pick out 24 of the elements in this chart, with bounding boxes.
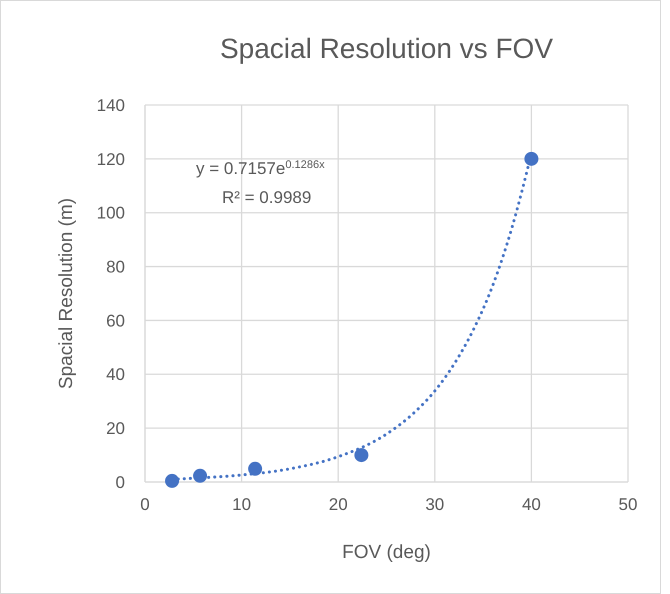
point (354, 448, 368, 462)
point (524, 152, 538, 166)
annotation: R² = 0.9989 (222, 188, 312, 207)
annotation: y = 0.7157e$^{0.1286x}$ (196, 159, 326, 178)
y-tick-label: 40 (106, 365, 125, 384)
y-tick-label: 60 (106, 311, 125, 330)
x-tick-label: 50 (618, 495, 638, 514)
x-tick-label: 40 (522, 495, 541, 514)
x-tick-label: 20 (328, 495, 348, 514)
y-tick-label: 20 (106, 419, 125, 438)
y-tick-label: 140 (96, 96, 125, 115)
y-axis-title: Spacial Resolution (m) (56, 198, 77, 390)
y-tick-label: 0 (116, 472, 125, 492)
x-tick-label: 30 (425, 495, 444, 514)
chart-title: Spacial Resolution vs FOV (220, 33, 554, 64)
x-tick-label: 10 (232, 495, 252, 514)
point (193, 468, 208, 483)
y-tick-label: 80 (106, 258, 125, 277)
x-tick-label: 0 (140, 495, 150, 514)
point (165, 474, 180, 488)
x-axis-title: FOV (deg) (342, 542, 431, 563)
y-tick-label: 100 (96, 204, 125, 223)
point (248, 462, 262, 476)
y-tick-label: 120 (96, 150, 125, 169)
